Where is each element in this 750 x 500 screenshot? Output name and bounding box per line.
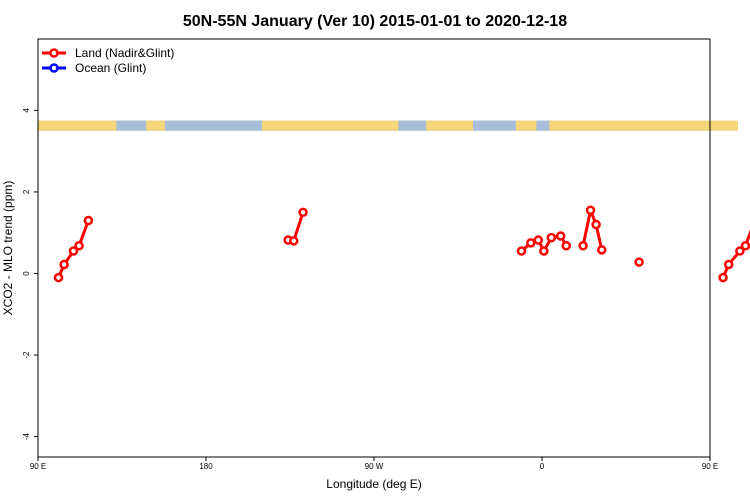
data-point: [718, 272, 728, 283]
data-point: [526, 238, 536, 248]
data-point: [585, 205, 596, 216]
legend-marker: [49, 48, 59, 58]
x-tick-label: 180: [199, 462, 213, 471]
land-band-0: [38, 120, 117, 131]
data-point: [561, 241, 572, 251]
data-point: [516, 246, 527, 256]
series-line: [581, 208, 604, 251]
data-point: [634, 257, 644, 267]
data-point: [735, 246, 745, 256]
x-tick-label: 90 W: [365, 462, 384, 471]
series-layer: [53, 205, 750, 283]
legend: Land (Nadir&Glint)Ocean (Glint): [42, 46, 174, 75]
legend-marker: [49, 63, 59, 73]
land-band-3: [426, 120, 473, 131]
data-point: [578, 241, 588, 251]
land-band-2: [262, 120, 399, 131]
legend-label: Ocean (Glint): [75, 61, 146, 75]
data-point: [533, 235, 544, 245]
data-point: [723, 259, 734, 270]
y-tick-label: 4: [22, 108, 31, 113]
data-point: [596, 245, 607, 255]
y-axis: -4 -2 0 2 4: [22, 108, 38, 441]
x-tick-label: 90 E: [30, 462, 46, 471]
data-point: [591, 219, 601, 230]
data-point: [555, 231, 566, 241]
legend-label: Land (Nadir&Glint): [75, 46, 174, 60]
y-tick-label: -2: [22, 351, 31, 359]
data-point: [298, 207, 308, 218]
x-tick-label: 0: [540, 462, 545, 471]
data-point: [68, 246, 79, 256]
data-point: [288, 236, 299, 246]
y-tick-label: -4: [22, 433, 31, 441]
chart-title: 50N-55N January (Ver 10) 2015-01-01 to 2…: [183, 13, 567, 30]
land-band-1: [146, 120, 165, 131]
y-axis-title: XCO2 - MLO trend (ppm): [1, 181, 15, 316]
data-point: [546, 232, 557, 243]
data-point: [740, 241, 750, 251]
x-tick-label: 90 E: [702, 462, 718, 471]
data-point: [83, 215, 94, 226]
x-axis-title: Longitude (deg E): [326, 477, 421, 491]
land-band-4: [515, 120, 537, 131]
data-point: [53, 272, 64, 283]
y-tick-label: 0: [22, 271, 31, 276]
data-point: [74, 241, 84, 251]
land-ocean-strip: [38, 120, 738, 131]
plot-frame: [37, 38, 711, 458]
data-point: [59, 259, 69, 270]
land-band-5: [549, 120, 738, 131]
x-axis: 90 E 180 90 W 0 90 E: [30, 457, 718, 471]
y-tick-label: 2: [22, 189, 31, 194]
data-point: [539, 246, 549, 256]
